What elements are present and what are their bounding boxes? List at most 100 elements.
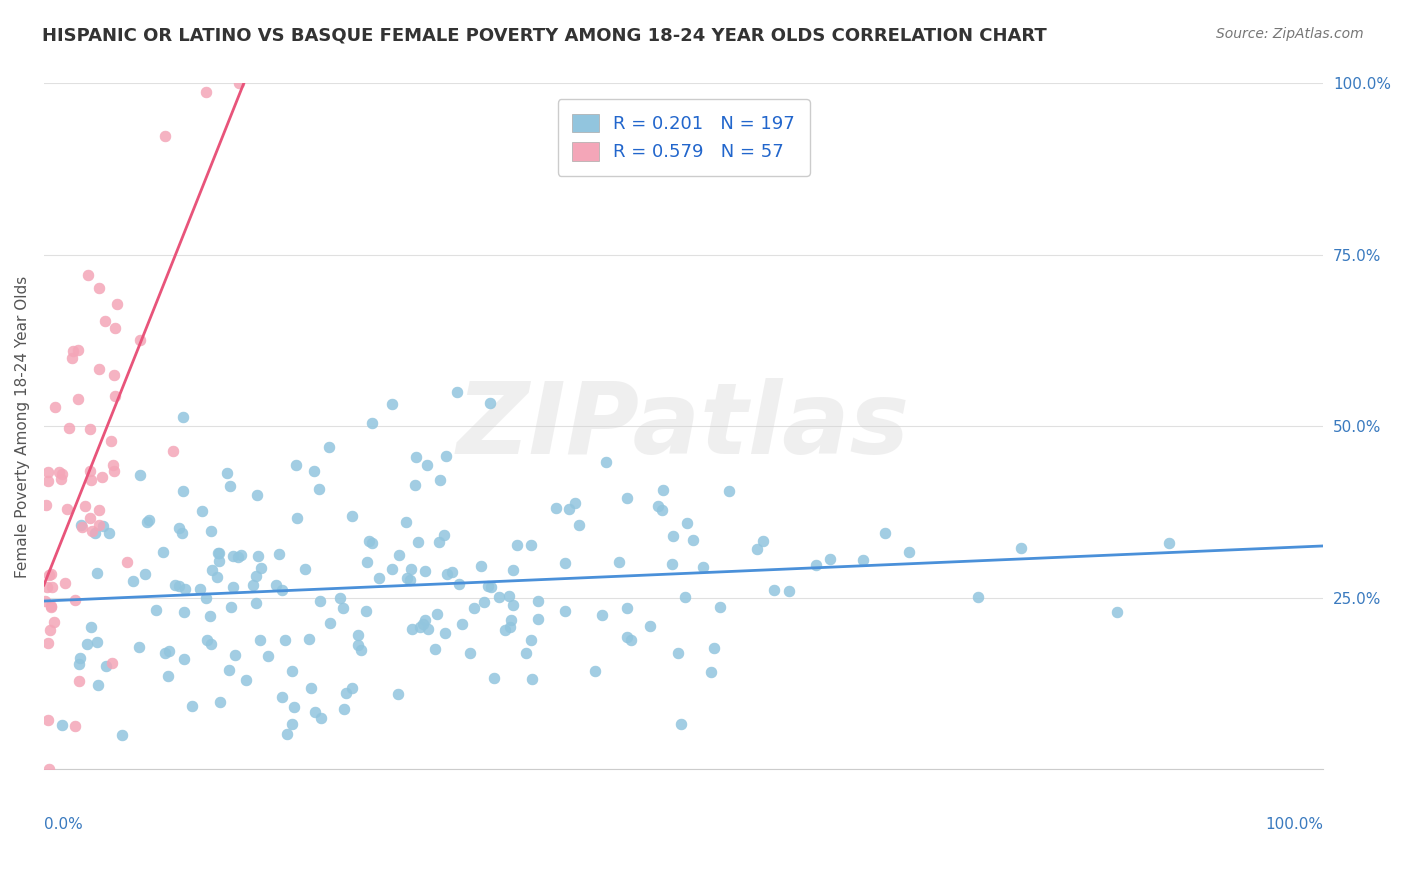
- Point: [80, 473, 103, 487]
- Point: [163, 578, 186, 592]
- Point: [638, 619, 661, 633]
- Point: [692, 559, 714, 574]
- Legend: R = 0.201   N = 197, R = 0.579   N = 57: R = 0.201 N = 197, R = 0.579 N = 57: [558, 99, 810, 176]
- Point: [669, 717, 692, 731]
- Point: [404, 478, 426, 492]
- Point: [67, 673, 90, 688]
- Point: [173, 651, 195, 665]
- Point: [221, 580, 243, 594]
- Point: [219, 478, 242, 492]
- Point: [91, 519, 114, 533]
- Point: [172, 409, 194, 424]
- Point: [520, 538, 543, 552]
- Point: [208, 695, 231, 709]
- Point: [395, 515, 418, 529]
- Point: [498, 620, 520, 634]
- Point: [201, 564, 224, 578]
- Point: [205, 570, 228, 584]
- Point: [94, 314, 117, 328]
- Point: [86, 566, 108, 581]
- Point: [620, 632, 643, 647]
- Text: 0.0%: 0.0%: [44, 817, 83, 832]
- Point: [361, 536, 384, 550]
- Point: [208, 554, 231, 568]
- Point: [224, 648, 246, 663]
- Point: [245, 568, 267, 582]
- Point: [38, 568, 60, 582]
- Point: [347, 638, 370, 652]
- Point: [111, 728, 134, 742]
- Point: [115, 555, 138, 569]
- Point: [651, 503, 673, 517]
- Point: [129, 467, 152, 482]
- Point: [357, 533, 380, 548]
- Point: [191, 504, 214, 518]
- Point: [167, 579, 190, 593]
- Point: [48, 465, 70, 479]
- Point: [172, 483, 194, 498]
- Point: [79, 510, 101, 524]
- Point: [41, 599, 63, 614]
- Point: [128, 640, 150, 654]
- Point: [256, 648, 278, 663]
- Point: [447, 577, 470, 591]
- Point: [194, 591, 217, 605]
- Point: [434, 450, 457, 464]
- Point: [675, 516, 697, 531]
- Point: [136, 516, 159, 530]
- Point: [228, 549, 250, 564]
- Point: [399, 574, 422, 588]
- Point: [335, 686, 357, 700]
- Point: [356, 604, 378, 618]
- Point: [66, 392, 89, 406]
- Point: [77, 268, 100, 283]
- Point: [406, 535, 429, 549]
- Point: [342, 681, 364, 695]
- Point: [399, 562, 422, 576]
- Point: [591, 608, 613, 623]
- Point: [34, 594, 56, 608]
- Point: [408, 620, 430, 634]
- Point: [70, 520, 93, 534]
- Point: [662, 529, 685, 543]
- Point: [188, 582, 211, 596]
- Text: 100.0%: 100.0%: [1265, 817, 1323, 832]
- Point: [388, 549, 411, 563]
- Point: [79, 422, 101, 436]
- Point: [661, 557, 683, 571]
- Point: [356, 555, 378, 569]
- Point: [446, 385, 468, 400]
- Point: [616, 491, 638, 506]
- Point: [65, 719, 87, 733]
- Point: [63, 593, 86, 607]
- Point: [494, 623, 516, 637]
- Point: [53, 576, 76, 591]
- Point: [157, 669, 180, 683]
- Point: [101, 656, 124, 670]
- Point: [104, 389, 127, 403]
- Point: [55, 502, 77, 516]
- Point: [647, 500, 669, 514]
- Point: [195, 85, 218, 99]
- Point: [520, 632, 543, 647]
- Point: [197, 632, 219, 647]
- Point: [501, 613, 523, 627]
- Point: [318, 440, 340, 454]
- Point: [103, 368, 125, 382]
- Point: [173, 582, 195, 596]
- Point: [91, 470, 114, 484]
- Point: [340, 509, 363, 524]
- Point: [219, 600, 242, 615]
- Point: [103, 464, 125, 478]
- Point: [153, 646, 176, 660]
- Point: [820, 551, 842, 566]
- Point: [558, 502, 581, 516]
- Point: [100, 434, 122, 448]
- Point: [35, 498, 58, 512]
- Point: [51, 467, 73, 481]
- Point: [413, 613, 436, 627]
- Point: [564, 496, 586, 510]
- Point: [298, 632, 321, 646]
- Point: [433, 528, 456, 542]
- Point: [745, 541, 768, 556]
